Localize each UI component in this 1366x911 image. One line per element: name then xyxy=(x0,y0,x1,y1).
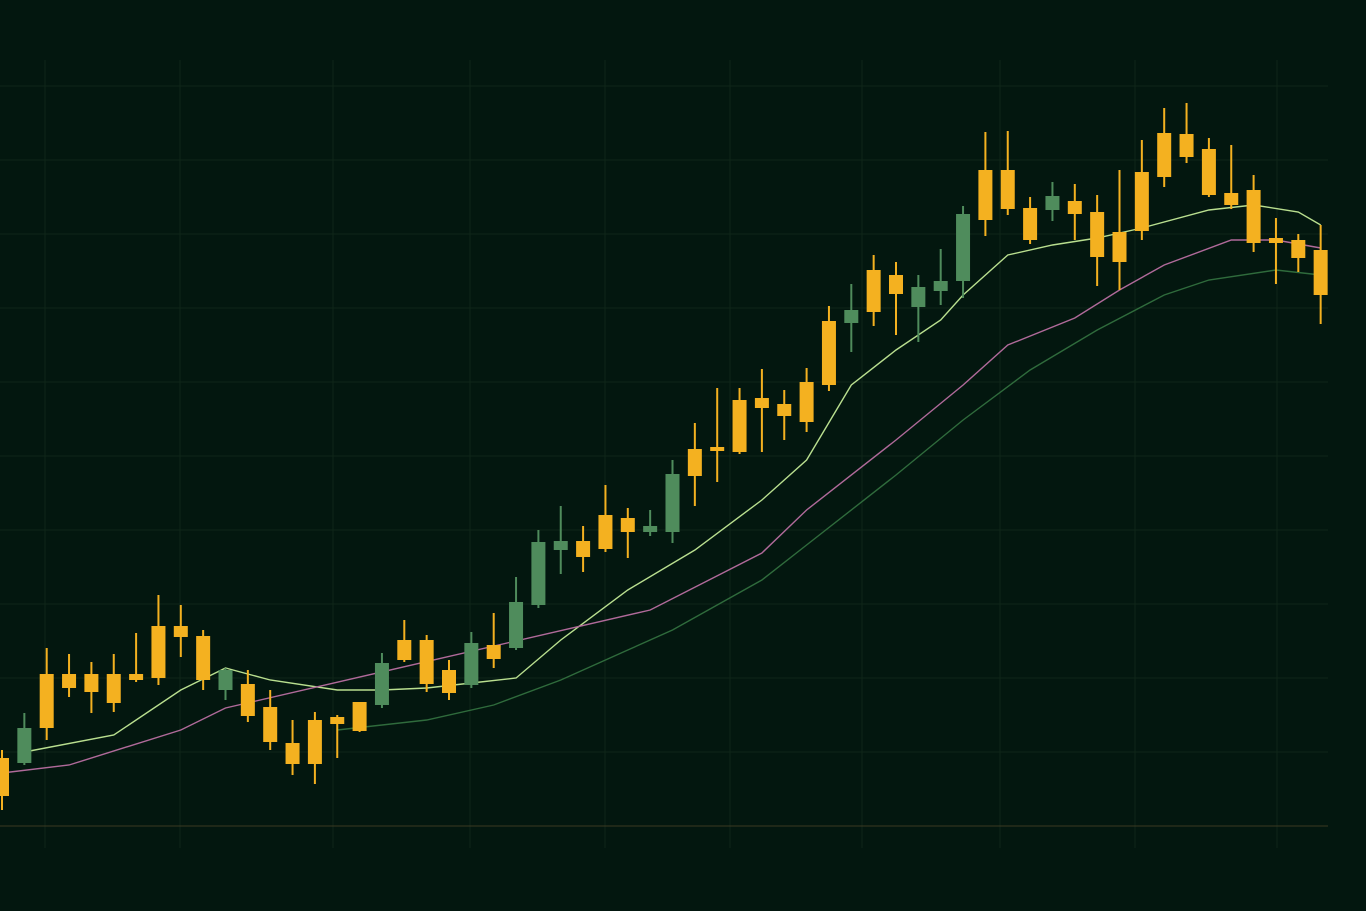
candle-body xyxy=(330,717,345,724)
candle-body xyxy=(821,321,836,385)
candle-body xyxy=(1045,196,1060,210)
candle-body xyxy=(732,400,747,452)
candle-body xyxy=(1201,149,1216,195)
candle-body xyxy=(106,674,121,703)
candle-body xyxy=(799,382,814,422)
candle-body xyxy=(978,170,993,220)
candle-body xyxy=(620,518,635,532)
candle-body xyxy=(754,398,769,408)
candle-body xyxy=(1023,208,1038,240)
candle-body xyxy=(1157,133,1172,177)
candle-body xyxy=(933,281,948,291)
candle-body xyxy=(1112,232,1127,262)
candle-body xyxy=(509,602,524,648)
candle-body xyxy=(643,526,658,532)
candle-body xyxy=(866,270,881,312)
candle-body xyxy=(1313,250,1328,295)
candle-body xyxy=(911,287,926,307)
average-line xyxy=(24,204,1322,753)
candle-body xyxy=(285,743,300,764)
candle-body xyxy=(17,728,32,763)
candle-body xyxy=(307,720,322,764)
candle-body xyxy=(486,645,501,659)
candle-body xyxy=(598,515,613,549)
candle-body xyxy=(1134,172,1149,231)
candle-body xyxy=(1291,240,1306,258)
candle-body xyxy=(151,626,166,678)
candle-body xyxy=(0,758,9,796)
candle-body xyxy=(710,447,725,451)
candle-body xyxy=(553,541,568,550)
average-line xyxy=(1,239,1321,774)
candle-body xyxy=(39,674,54,728)
candle-body xyxy=(687,449,702,476)
candle-body xyxy=(173,626,188,637)
candle-body xyxy=(196,636,211,680)
candle-body xyxy=(956,214,971,281)
candle-body xyxy=(397,640,412,660)
average-line xyxy=(337,269,1321,731)
candle-body xyxy=(576,541,591,557)
candle-body xyxy=(889,275,903,294)
candle-body xyxy=(1090,212,1105,257)
candle-body xyxy=(844,310,859,323)
candle-body xyxy=(1224,193,1239,205)
candle-body xyxy=(777,404,792,416)
candle-body xyxy=(1000,170,1015,209)
candle-body xyxy=(263,707,278,742)
candle-body xyxy=(84,674,99,692)
candle-body xyxy=(1067,201,1082,214)
candle-body xyxy=(1179,134,1194,157)
vertical-grid xyxy=(44,60,1278,848)
candle-body xyxy=(352,702,367,731)
candle-body xyxy=(218,670,233,690)
candle-body xyxy=(129,674,144,680)
candle-body xyxy=(419,640,434,684)
candle-body xyxy=(1268,238,1283,243)
candle-body xyxy=(62,674,77,688)
candle-body xyxy=(665,474,680,532)
candle-body xyxy=(464,643,479,685)
candle-body xyxy=(374,663,389,705)
candle-body xyxy=(240,684,255,716)
candle-body xyxy=(1246,190,1261,243)
candle-body xyxy=(442,670,456,693)
candle-body xyxy=(531,542,546,605)
